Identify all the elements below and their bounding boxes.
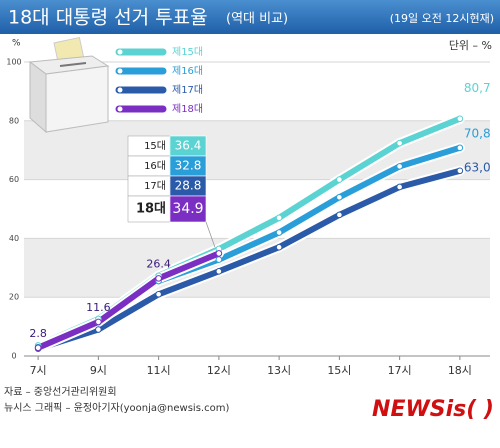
data-label: 26.4 [146, 257, 171, 270]
legend-swatch [114, 47, 168, 57]
credit: 뉴시스 그래픽 – 윤정아기자(yoonja@newsis.com) [4, 402, 229, 414]
logo: NEWSis( ) [372, 397, 494, 422]
callout-row [127, 195, 171, 223]
data-point [215, 250, 223, 257]
y-tick-label: 60 [9, 175, 19, 184]
chart-title: 18대 대통령 선거 투표율 [8, 7, 208, 29]
data-point [396, 183, 403, 191]
data-point [215, 256, 223, 263]
data-label: 63,0 [464, 160, 491, 174]
subtitle: (19일 오전 12시현재) [390, 11, 494, 25]
callout-value: 34.9 [172, 201, 203, 217]
callout-label: 15대 [144, 140, 166, 152]
y-tick-label: 40 [9, 234, 19, 243]
y-tick-label: 20 [9, 293, 19, 302]
x-tick-label: 9시 [90, 364, 107, 377]
legend-dot [117, 68, 123, 74]
title-note: (역대 비교) [226, 12, 288, 27]
data-point [456, 167, 464, 175]
data-point [456, 115, 464, 123]
callout-value: 36.4 [175, 139, 202, 153]
legend-swatch [114, 85, 168, 95]
data-point [275, 214, 283, 222]
legend-label: 제17대 [172, 84, 203, 96]
callout-label: 18대 [136, 202, 166, 217]
data-point [95, 318, 102, 326]
data-point [456, 144, 464, 152]
legend-swatch [114, 104, 168, 114]
legend-dot [117, 106, 123, 112]
y-tick-label: 80 [9, 116, 19, 125]
x-tick-label: 11시 [147, 364, 171, 377]
legend-dot [117, 49, 123, 55]
data-point [336, 211, 343, 219]
ballot-box [28, 36, 110, 134]
callout-label: 16대 [144, 160, 166, 172]
data-point [155, 290, 162, 298]
data-point [275, 243, 283, 251]
callout-value: 28.8 [175, 179, 202, 193]
data-point [215, 268, 223, 275]
data-point [336, 176, 343, 183]
data-point [34, 344, 42, 352]
data-point [396, 163, 403, 170]
x-tick-label: 12시 [207, 364, 231, 377]
callout-value: 32.8 [175, 159, 202, 173]
data-label: 2.8 [29, 327, 47, 340]
legend-swatch [114, 66, 168, 76]
y-tick-label: 0 [11, 352, 16, 361]
unit-label: 단위 – % [449, 39, 492, 52]
callout-value-box [169, 195, 207, 223]
data-point [155, 275, 162, 282]
data-label: 11.6 [86, 301, 111, 314]
data-point [336, 193, 343, 201]
legend-label: 제16대 [172, 65, 203, 77]
data-label: 80,7 [464, 81, 491, 95]
callout-label: 17대 [144, 180, 166, 192]
data-point [95, 326, 102, 333]
x-tick-label: 18시 [448, 364, 472, 377]
legend-label: 제18대 [172, 103, 203, 115]
x-tick-label: 7시 [30, 364, 47, 377]
legend-dot [117, 87, 123, 93]
series-line [35, 167, 463, 352]
x-tick-label: 17시 [388, 364, 412, 377]
grid-band [24, 238, 490, 298]
callout-pointer [205, 221, 216, 248]
data-point [275, 229, 283, 236]
x-tick-label: 13시 [267, 364, 291, 377]
plot-area: 0 20 40 60 80 100 7시 9시 11시 12시 13시 15시 17시 18시 80,7 70… [6, 58, 490, 378]
y-tick-label: 100 [6, 58, 21, 67]
legend-label: 제15대 [172, 46, 203, 58]
callout: 15대 36.4 16대 32.8 17대 28.8 18대 34.9 [127, 135, 216, 248]
y-axis-label: % [12, 39, 21, 49]
data-point [396, 139, 403, 147]
x-tick-label: 15시 [327, 364, 351, 377]
source: 자료 – 중앙선거관리위원회 [4, 385, 117, 398]
series-line [35, 250, 222, 351]
grid-band [24, 120, 490, 180]
header-bar [0, 0, 500, 34]
data-label: 70,8 [464, 126, 491, 140]
